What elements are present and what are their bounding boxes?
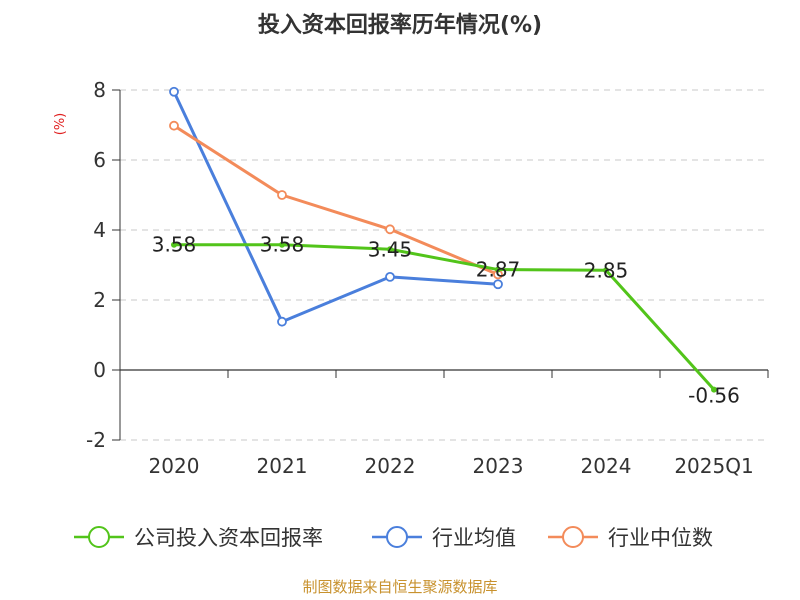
series-point-2 xyxy=(169,120,179,131)
x-tick-label: 2022 xyxy=(365,454,416,478)
y-tick-label: -2 xyxy=(86,428,106,452)
y-axis-unit: (%) xyxy=(53,113,68,136)
y-tick-label: 6 xyxy=(93,148,106,172)
series-line-1 xyxy=(172,90,500,324)
data-label: 3.58 xyxy=(260,233,305,257)
series-point-1 xyxy=(493,279,503,290)
series-line-2 xyxy=(172,124,500,276)
chart-title: 投入资本回报率历年情况(%) xyxy=(258,12,542,38)
y-tick-label: 4 xyxy=(93,218,106,242)
data-label: 2.87 xyxy=(476,258,521,282)
source-note: 制图数据来自恒生聚源数据库 xyxy=(302,578,497,596)
series-point-0 xyxy=(495,266,501,273)
series-line-0 xyxy=(172,243,716,392)
series-point-2 xyxy=(277,190,287,200)
series-point-0 xyxy=(387,246,393,253)
series-point-0 xyxy=(711,386,717,393)
legend-label-0: 公司投入资本回报率 xyxy=(134,526,323,550)
series-point-1 xyxy=(169,86,179,97)
legend-marker-1 xyxy=(386,526,408,548)
y-tick-label: 8 xyxy=(93,78,106,102)
data-label: -0.56 xyxy=(688,384,740,408)
legend-marker-0 xyxy=(88,526,110,548)
series-point-0 xyxy=(171,241,177,248)
series-point-1 xyxy=(277,316,287,327)
series-point-2 xyxy=(385,224,395,235)
x-tick-label: 2020 xyxy=(149,454,200,478)
y-tick-label: 0 xyxy=(93,358,106,382)
x-tick-label: 2023 xyxy=(473,454,524,478)
series-point-0 xyxy=(279,241,285,248)
x-tick-label: 2024 xyxy=(581,454,632,478)
series-point-1 xyxy=(385,271,395,282)
legend-label-1: 行业均值 xyxy=(432,526,516,550)
y-tick-label: 2 xyxy=(93,288,106,312)
data-label: 2.85 xyxy=(584,258,629,282)
legend-marker-2 xyxy=(562,526,584,548)
x-tick-label: 2021 xyxy=(257,454,308,478)
series-point-0 xyxy=(603,267,609,274)
x-tick-label: 2025Q1 xyxy=(674,454,753,478)
legend-label-2: 行业中位数 xyxy=(608,526,713,550)
data-label: 3.58 xyxy=(152,233,197,257)
data-label: 3.45 xyxy=(368,237,413,261)
